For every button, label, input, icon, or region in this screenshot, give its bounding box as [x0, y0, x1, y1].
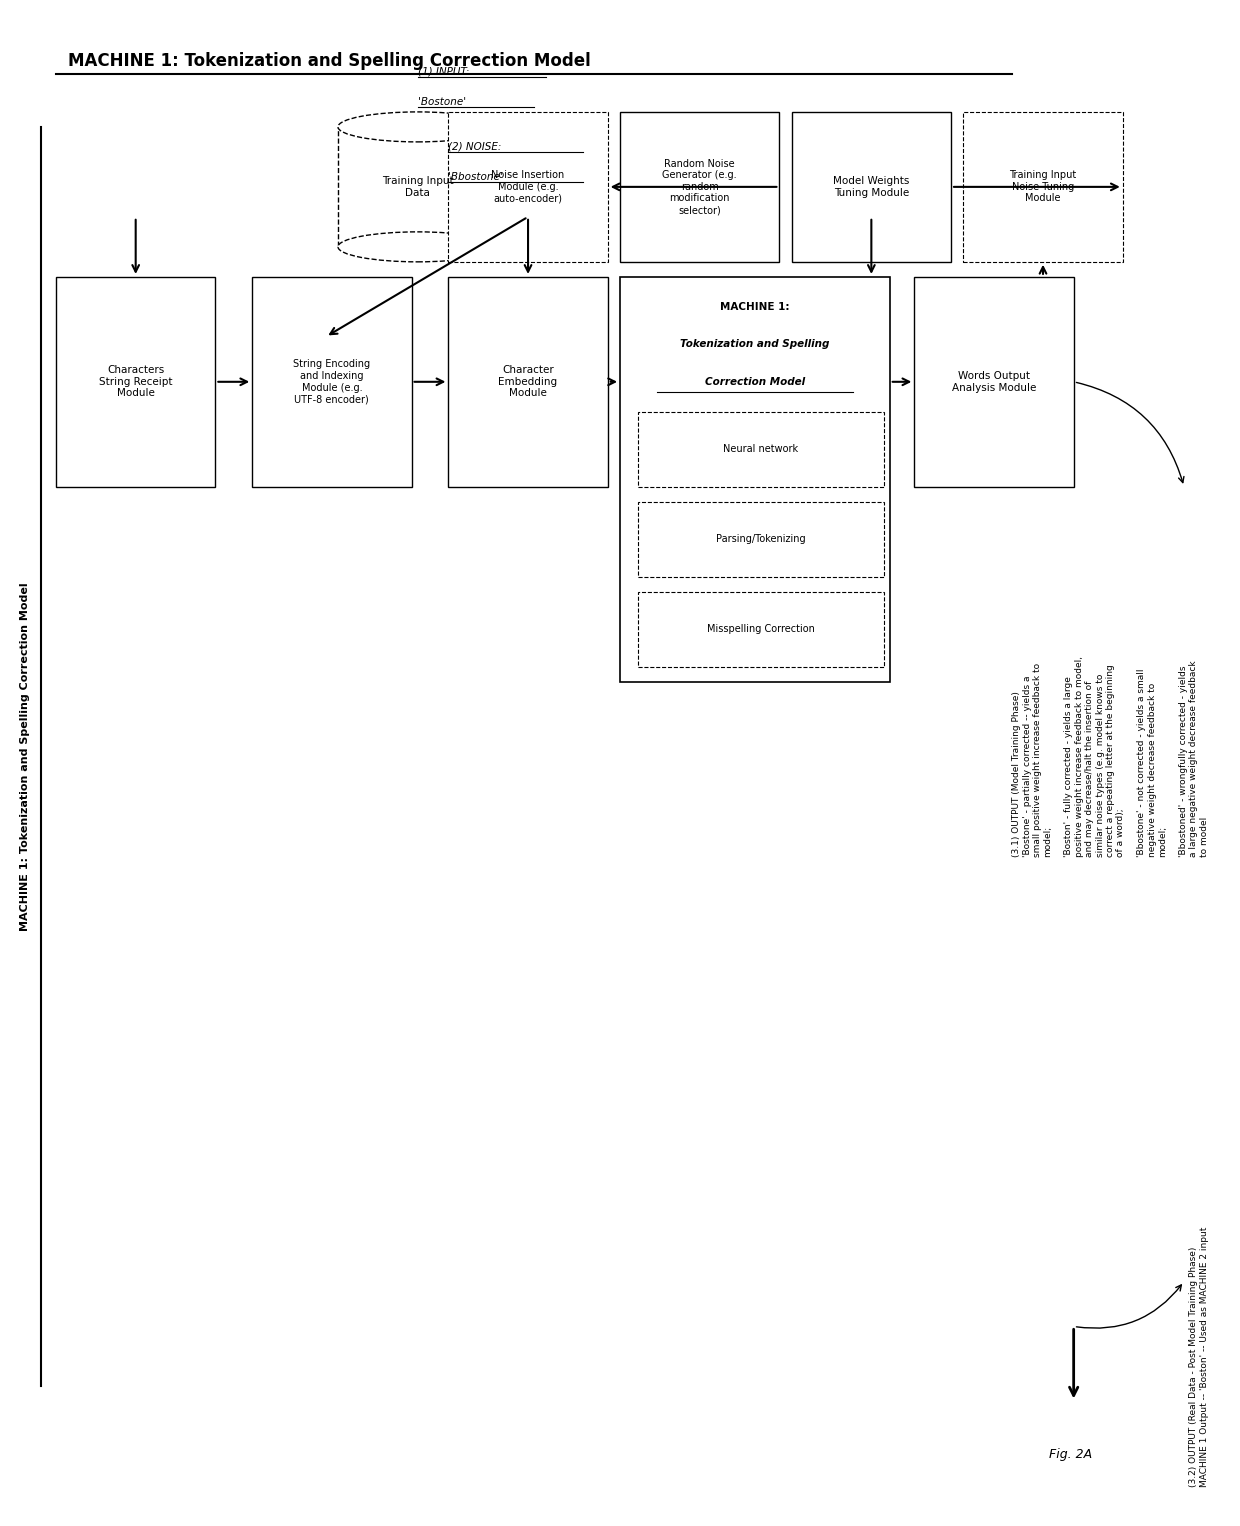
- Text: Characters
String Receipt
Module: Characters String Receipt Module: [99, 365, 172, 398]
- FancyBboxPatch shape: [963, 111, 1122, 262]
- Text: Neural network: Neural network: [723, 444, 799, 455]
- Text: (2) NOISE:: (2) NOISE:: [449, 142, 502, 153]
- Text: (3.2) OUTPUT (Real Data - Post Model Training Phase)
MACHINE 1 Output -- 'Boston: (3.2) OUTPUT (Real Data - Post Model Tra…: [1189, 1227, 1209, 1486]
- FancyBboxPatch shape: [914, 276, 1074, 487]
- Text: MACHINE 1: Tokenization and Spelling Correction Model: MACHINE 1: Tokenization and Spelling Cor…: [68, 52, 591, 70]
- Text: (3.1) OUTPUT (Model Training Phase)
'Bostone' - partially corrected -- yields a
: (3.1) OUTPUT (Model Training Phase) 'Bos…: [1012, 656, 1209, 858]
- Text: Random Noise
Generator (e.g.
random
modification
selector): Random Noise Generator (e.g. random modi…: [662, 159, 737, 215]
- Text: String Encoding
and Indexing
Module (e.g.
UTF-8 encoder): String Encoding and Indexing Module (e.g…: [294, 360, 371, 404]
- FancyBboxPatch shape: [449, 276, 608, 487]
- FancyBboxPatch shape: [639, 412, 884, 487]
- Text: Model Weights
Tuning Module: Model Weights Tuning Module: [833, 175, 910, 198]
- Text: 'Bbostone': 'Bbostone': [449, 172, 503, 182]
- FancyBboxPatch shape: [620, 111, 780, 262]
- Text: Misspelling Correction: Misspelling Correction: [707, 624, 815, 635]
- FancyBboxPatch shape: [339, 127, 497, 247]
- FancyBboxPatch shape: [639, 592, 884, 667]
- FancyBboxPatch shape: [639, 502, 884, 577]
- FancyBboxPatch shape: [620, 276, 890, 682]
- Text: Correction Model: Correction Model: [704, 377, 805, 386]
- Text: Training Input
Noise Tuning
Module: Training Input Noise Tuning Module: [1009, 171, 1076, 203]
- FancyBboxPatch shape: [56, 276, 216, 487]
- Text: Parsing/Tokenizing: Parsing/Tokenizing: [717, 534, 806, 545]
- Text: 'Bostone': 'Bostone': [418, 98, 466, 107]
- FancyBboxPatch shape: [449, 111, 608, 262]
- Text: MACHINE 1: Tokenization and Spelling Correction Model: MACHINE 1: Tokenization and Spelling Cor…: [20, 583, 30, 931]
- Text: Training Input
Data: Training Input Data: [382, 175, 454, 198]
- Text: Tokenization and Spelling: Tokenization and Spelling: [681, 339, 830, 349]
- Ellipse shape: [339, 111, 497, 142]
- Text: Fig. 2A: Fig. 2A: [1049, 1448, 1092, 1462]
- Text: Character
Embedding
Module: Character Embedding Module: [498, 365, 558, 398]
- Text: Noise Insertion
Module (e.g.
auto-encoder): Noise Insertion Module (e.g. auto-encode…: [491, 171, 564, 203]
- Ellipse shape: [339, 232, 497, 262]
- FancyBboxPatch shape: [252, 276, 412, 487]
- Text: Words Output
Analysis Module: Words Output Analysis Module: [952, 371, 1037, 392]
- Text: (1) INPUT:: (1) INPUT:: [418, 67, 469, 76]
- FancyBboxPatch shape: [791, 111, 951, 262]
- Text: MACHINE 1:: MACHINE 1:: [720, 302, 790, 311]
